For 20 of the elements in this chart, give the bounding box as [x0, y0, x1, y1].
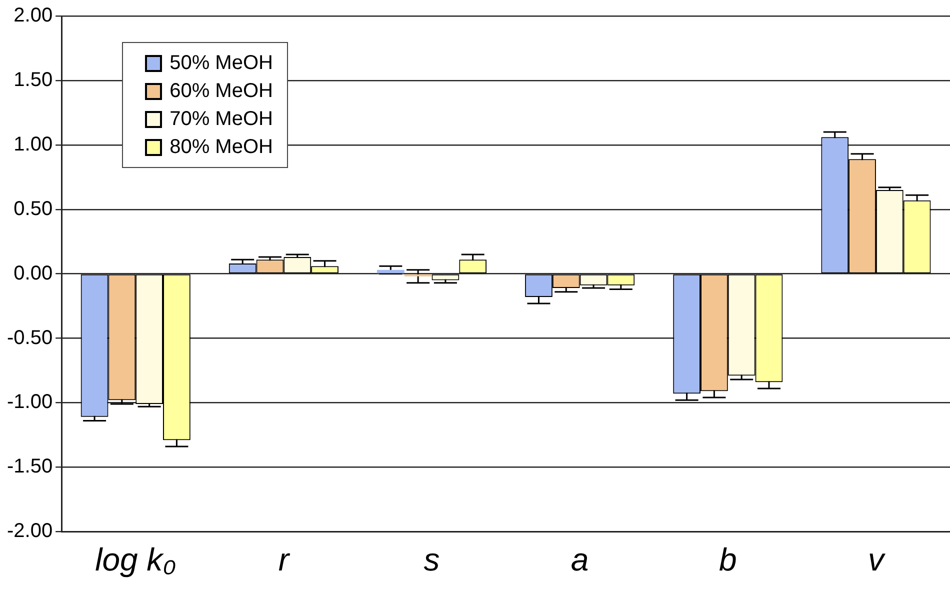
x-tick-label: r — [278, 542, 290, 578]
legend-label: 50% MeOH — [170, 51, 273, 76]
x-tick-label: log k₀ — [95, 542, 176, 578]
bar — [376, 270, 404, 274]
y-tick-label: 1.00 — [14, 133, 53, 156]
legend-label: 70% MeOH — [170, 107, 273, 132]
legend-label: 80% MeOH — [170, 135, 273, 160]
y-tick-label: -1.00 — [6, 391, 53, 414]
y-tick-label: -0.50 — [6, 326, 53, 349]
y-tick-label: 0.50 — [14, 198, 53, 220]
y-tick-label: 0.00 — [14, 262, 53, 284]
x-tick-label: a — [570, 542, 589, 578]
y-tick-label: -1.50 — [6, 456, 53, 478]
x-tick-label: v — [868, 542, 886, 578]
x-tick-label: b — [719, 542, 737, 578]
y-tick-label: -2.00 — [6, 520, 53, 542]
x-tick-label: s — [424, 542, 440, 578]
y-tick-label: 1.50 — [14, 68, 53, 91]
legend-label: 60% MeOH — [170, 79, 273, 104]
y-tick-label: 2.00 — [14, 4, 53, 27]
